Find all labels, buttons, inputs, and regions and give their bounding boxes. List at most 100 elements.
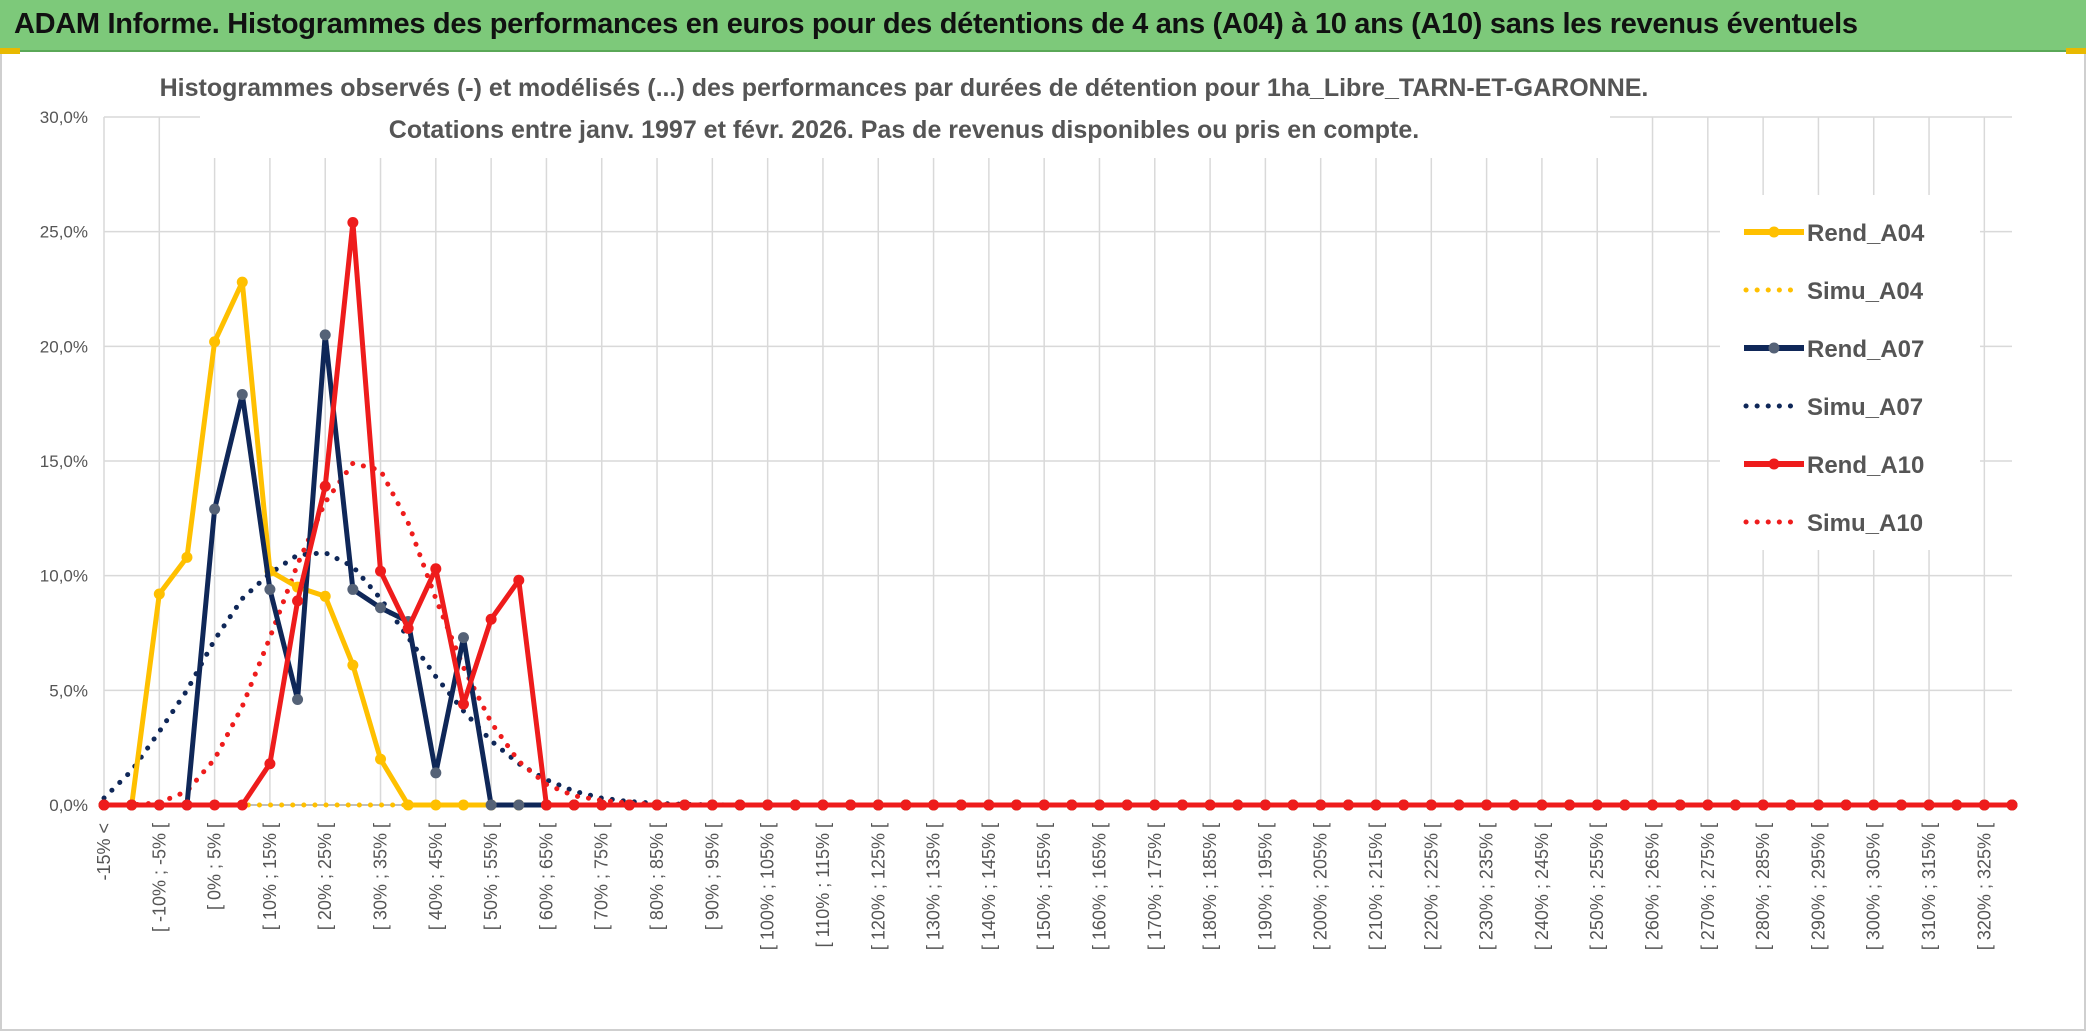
data-point-Rend_A10 — [623, 799, 635, 811]
legend: Rend_A04 Simu_A04 Rend_A07 Simu_A07 Rend_A10… — [1720, 195, 1980, 550]
data-point-Rend_A10 — [236, 799, 248, 811]
y-tick-label: 30,0% — [40, 108, 88, 127]
x-tick-label: [ 310% ; 315% [ — [1919, 823, 1939, 950]
data-point-Rend_A10 — [2006, 799, 2018, 811]
data-point-Rend_A04 — [375, 753, 387, 765]
x-tick-label: [ 200% ; 205% [ — [1311, 823, 1331, 950]
legend-label: Simu_A04 — [1807, 278, 1924, 305]
x-tick-label: [ 120% ; 125% [ — [868, 823, 888, 950]
x-tick-label: [ 130% ; 135% [ — [924, 823, 944, 950]
legend-background — [1720, 195, 1980, 550]
data-point-Rend_A07 — [264, 583, 276, 595]
data-point-Rend_A10 — [402, 622, 414, 634]
data-point-Rend_A10 — [1840, 799, 1852, 811]
y-tick-label: 25,0% — [40, 223, 88, 242]
data-point-Rend_A10 — [181, 799, 193, 811]
x-tick-label: [ 80% ; 85% [ — [647, 823, 667, 930]
x-tick-label: [ 320% ; 325% [ — [1974, 823, 1994, 950]
data-point-Rend_A10 — [1176, 799, 1188, 811]
data-point-Rend_A10 — [430, 563, 442, 575]
chart-title-line: Histogrammes observés (-) et modélisés (… — [160, 74, 1649, 102]
data-point-Rend_A07 — [347, 583, 359, 595]
data-point-Rend_A07 — [375, 602, 387, 614]
data-point-Rend_A10 — [292, 595, 304, 607]
data-point-Rend_A07 — [236, 388, 248, 400]
x-tick-label: [ 290% ; 295% [ — [1808, 823, 1828, 950]
x-tick-label: [ 30% ; 35% [ — [371, 823, 391, 930]
x-tick-label: [ 260% ; 265% [ — [1643, 823, 1663, 950]
data-point-Rend_A10 — [1398, 799, 1410, 811]
title-background — [200, 72, 1610, 158]
data-point-Rend_A10 — [513, 574, 525, 586]
data-point-Rend_A04 — [347, 659, 359, 671]
x-tick-label: [ 100% ; 105% [ — [758, 823, 778, 950]
data-point-Rend_A10 — [347, 216, 359, 228]
data-point-Rend_A10 — [789, 799, 801, 811]
report-banner: ADAM Informe. Histogrammes des performan… — [0, 0, 2086, 52]
x-tick-label: [ 300% ; 305% [ — [1864, 823, 1884, 950]
x-tick-label: -15% < — [94, 823, 114, 881]
x-tick-label: [ -10% ; -5% [ — [149, 823, 169, 932]
data-point-Rend_A10 — [651, 799, 663, 811]
data-point-Rend_A10 — [568, 799, 580, 811]
data-point-Rend_A10 — [1757, 799, 1769, 811]
data-point-Rend_A10 — [1951, 799, 1963, 811]
data-point-Rend_A10 — [485, 613, 497, 625]
data-point-Rend_A10 — [1011, 799, 1023, 811]
x-tick-label: [ 250% ; 255% [ — [1587, 823, 1607, 950]
legend-marker — [1768, 458, 1780, 470]
data-point-Rend_A07 — [485, 799, 497, 811]
data-point-Rend_A10 — [1729, 799, 1741, 811]
x-tick-label: [ 170% ; 175% [ — [1145, 823, 1165, 950]
y-tick-label: 0,0% — [49, 796, 88, 815]
data-point-Rend_A10 — [596, 799, 608, 811]
data-point-Rend_A04 — [209, 336, 221, 348]
y-tick-label: 20,0% — [40, 337, 88, 356]
data-point-Rend_A07 — [513, 799, 525, 811]
data-point-Rend_A10 — [1232, 799, 1244, 811]
data-point-Rend_A10 — [264, 758, 276, 770]
data-point-Rend_A10 — [1315, 799, 1327, 811]
data-point-Rend_A10 — [209, 799, 221, 811]
data-point-Rend_A10 — [1674, 799, 1686, 811]
x-tick-label: [ 40% ; 45% [ — [426, 823, 446, 930]
data-point-Rend_A10 — [1093, 799, 1105, 811]
data-point-Rend_A10 — [1895, 799, 1907, 811]
data-point-Rend_A10 — [1647, 799, 1659, 811]
data-point-Rend_A07 — [209, 503, 221, 515]
legend-label: Rend_A10 — [1807, 452, 1924, 479]
x-tick-label: [ 140% ; 145% [ — [979, 823, 999, 950]
data-point-Rend_A10 — [98, 799, 110, 811]
data-point-Rend_A10 — [1259, 799, 1271, 811]
data-point-Rend_A10 — [734, 799, 746, 811]
data-point-Rend_A04 — [236, 276, 248, 288]
data-point-Rend_A10 — [319, 480, 331, 492]
data-point-Rend_A10 — [679, 799, 691, 811]
y-tick-label: 10,0% — [40, 567, 88, 586]
legend-label: Rend_A07 — [1807, 336, 1924, 363]
chart-title-line: Cotations entre janv. 1997 et févr. 2026… — [389, 116, 1419, 144]
data-point-Rend_A10 — [955, 799, 967, 811]
data-point-Rend_A10 — [153, 799, 165, 811]
data-point-Rend_A10 — [1564, 799, 1576, 811]
data-point-Rend_A10 — [1481, 799, 1493, 811]
data-point-Rend_A10 — [1868, 799, 1880, 811]
legend-marker — [1768, 342, 1780, 354]
x-tick-label: [ 60% ; 65% [ — [536, 823, 556, 930]
x-tick-label: [ 230% ; 235% [ — [1477, 823, 1497, 950]
data-point-Rend_A10 — [1149, 799, 1161, 811]
data-point-Rend_A10 — [1066, 799, 1078, 811]
data-point-Rend_A10 — [983, 799, 995, 811]
data-point-Rend_A10 — [1702, 799, 1714, 811]
x-tick-label: [ 240% ; 245% [ — [1532, 823, 1552, 950]
data-point-Rend_A07 — [292, 694, 304, 706]
data-point-Rend_A10 — [762, 799, 774, 811]
report-title: ADAM Informe. Histogrammes des performan… — [14, 8, 1858, 40]
data-point-Rend_A10 — [1370, 799, 1382, 811]
x-tick-label: [ 70% ; 75% [ — [592, 823, 612, 930]
data-point-Rend_A04 — [457, 799, 469, 811]
data-point-Rend_A10 — [817, 799, 829, 811]
banner-accent-right — [2066, 48, 2086, 54]
x-tick-label: [ 20% ; 25% [ — [315, 823, 335, 930]
data-point-Rend_A10 — [1508, 799, 1520, 811]
